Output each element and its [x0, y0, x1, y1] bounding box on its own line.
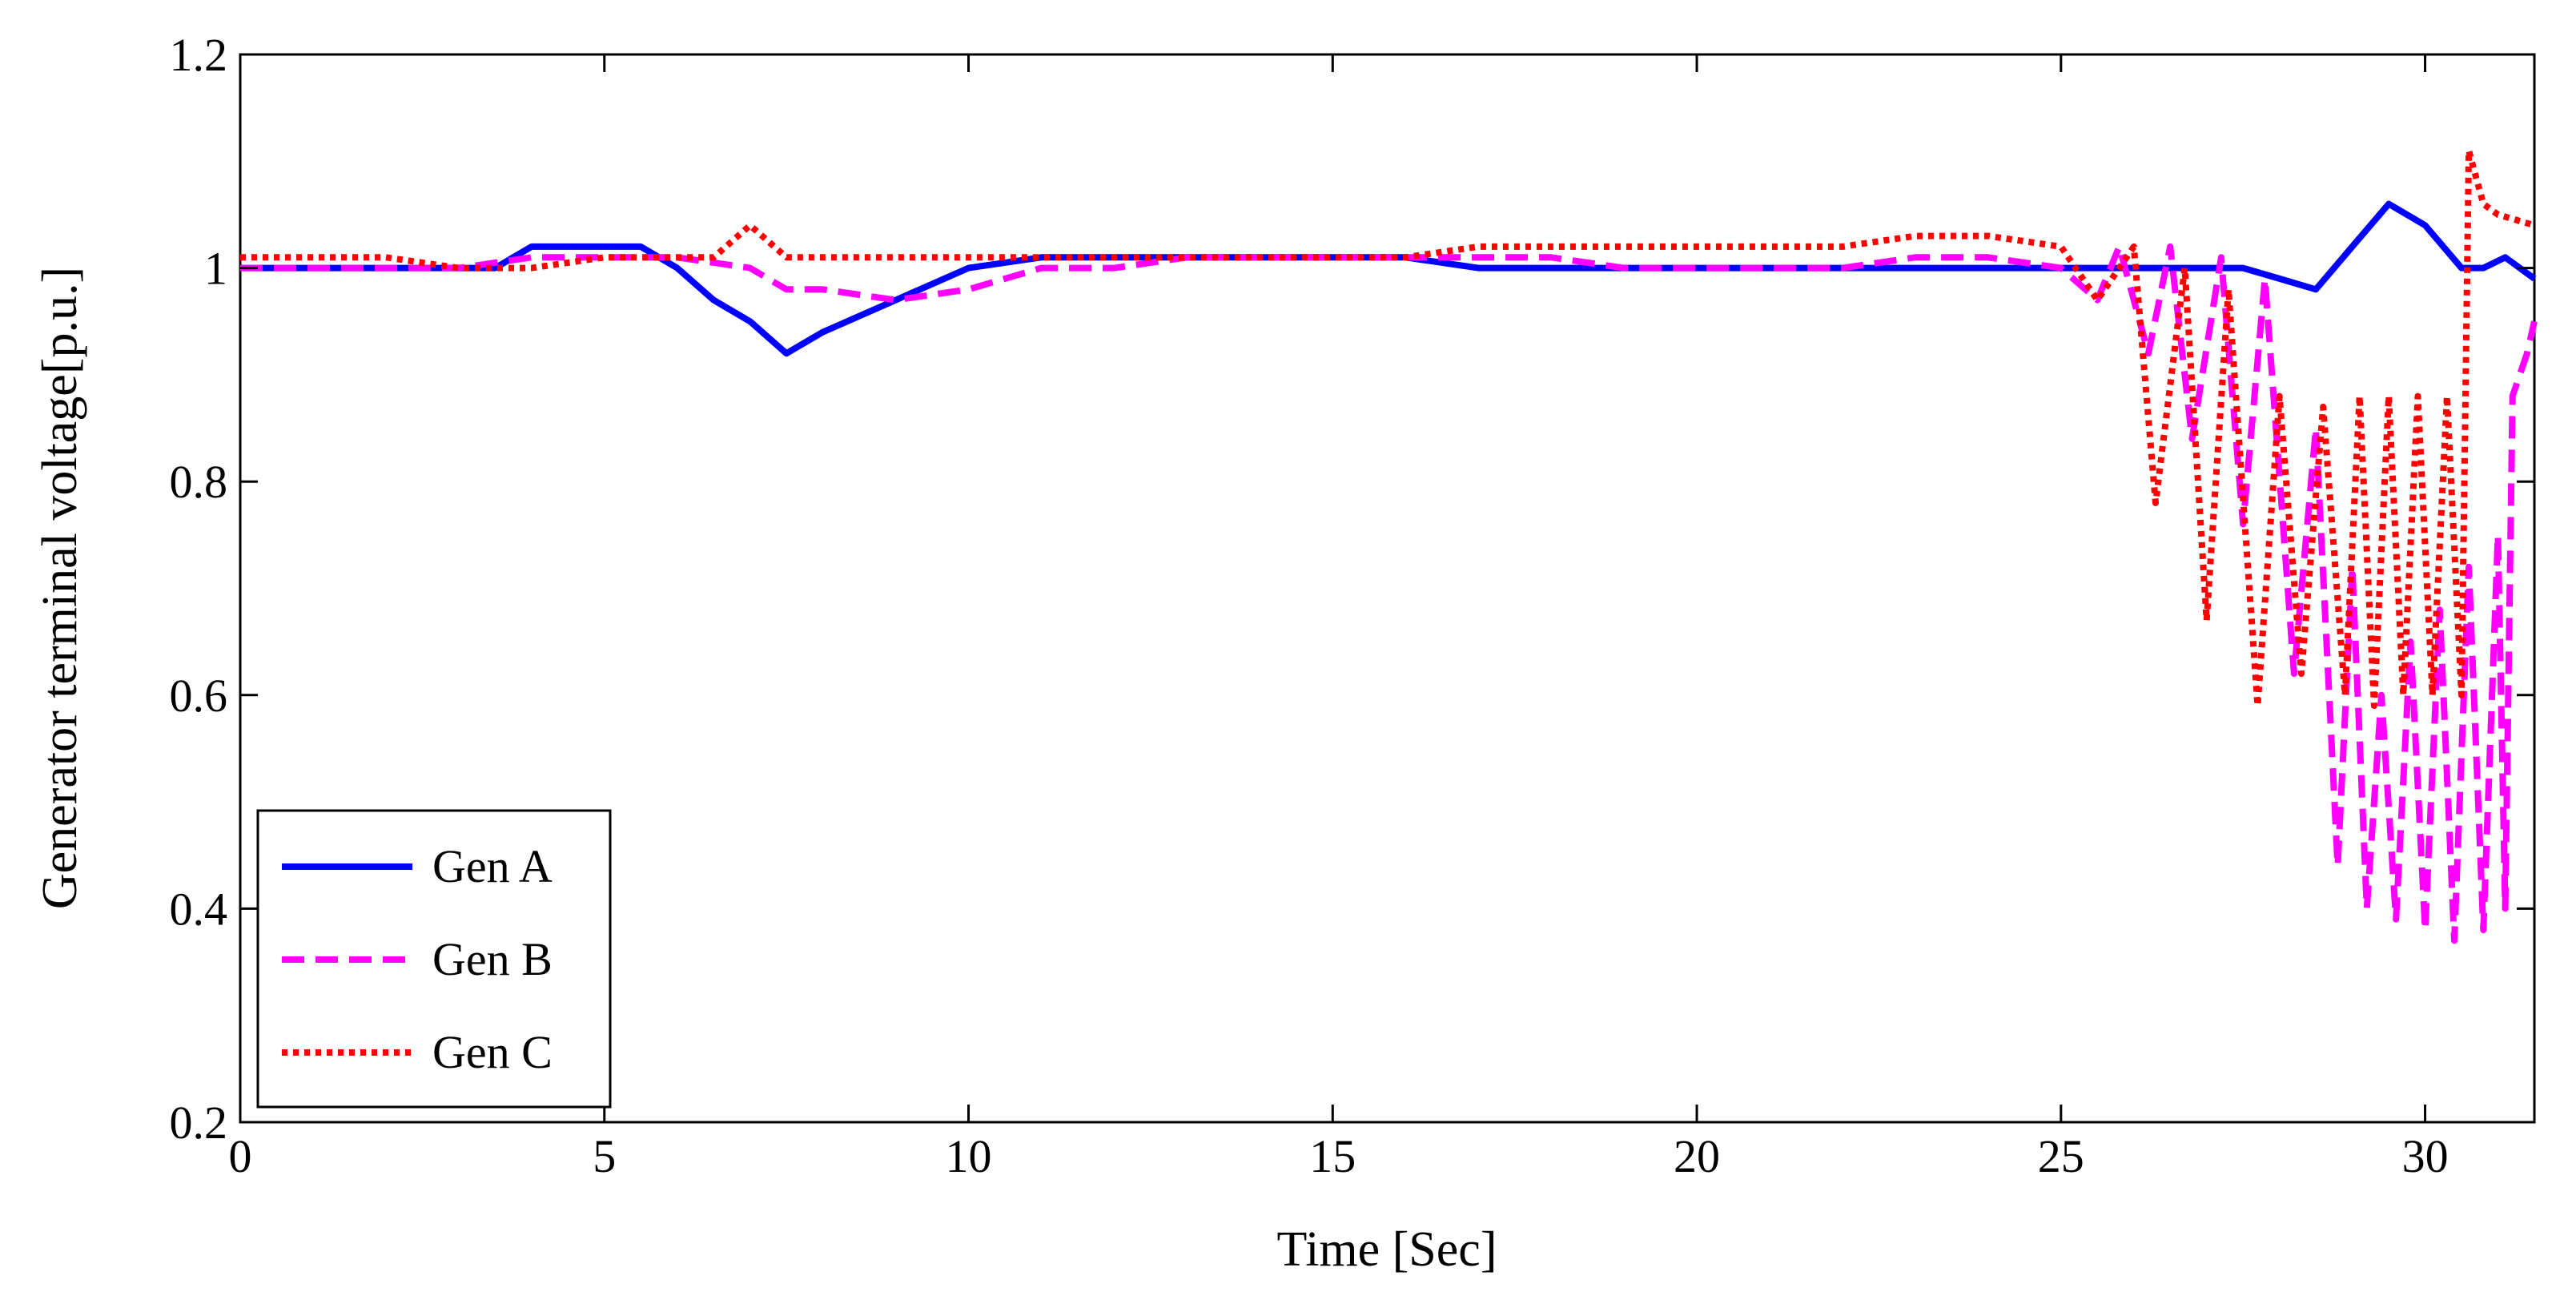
- y-tick-label: 0.8: [170, 456, 228, 508]
- series-line-gen-b: [240, 243, 2538, 944]
- legend-label-gen-b: Gen B: [432, 933, 553, 985]
- x-tick-label: 10: [946, 1130, 992, 1182]
- y-tick-label: 1.2: [170, 29, 228, 81]
- x-axis-label: Time [Sec]: [1277, 1222, 1497, 1277]
- y-axis-label: Generator terminal voltage[p.u.]: [33, 267, 87, 909]
- series-line-gen-c: [240, 147, 2536, 710]
- y-tick-label: 1: [204, 243, 227, 295]
- x-tick-label: 25: [2038, 1130, 2084, 1182]
- y-tick-label: 0.6: [170, 670, 228, 722]
- x-tick-label: 15: [1309, 1130, 1356, 1182]
- legend-label-gen-a: Gen A: [432, 840, 553, 892]
- x-tick-label: 30: [2402, 1130, 2449, 1182]
- axis-ticks: 0 5 10 15 20 25 30 0.2 0.4 0.6 0.8 1 1.2: [170, 29, 2534, 1182]
- series-layer: [240, 147, 2538, 944]
- plot-area-frame: [239, 53, 2536, 1124]
- y-tick-label: 0.4: [170, 883, 228, 935]
- legend: Gen A Gen B Gen C: [256, 809, 612, 1109]
- x-tick-label: 20: [1674, 1130, 1720, 1182]
- legend-label-gen-c: Gen C: [432, 1026, 553, 1078]
- x-tick-label: 5: [593, 1130, 616, 1182]
- y-tick-label: 0.2: [170, 1097, 228, 1149]
- x-tick-label: 0: [229, 1130, 252, 1182]
